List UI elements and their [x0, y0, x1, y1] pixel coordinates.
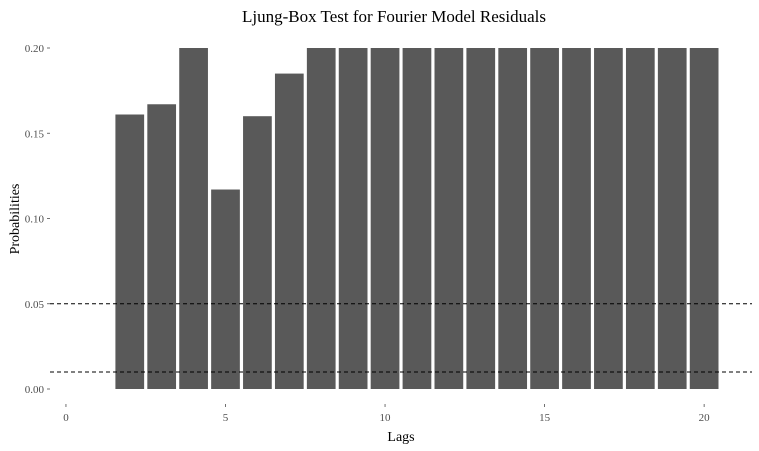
- y-axis-ticks: 0.00 0.05 0.10 0.15 0.20: [25, 43, 50, 396]
- bar-lag-19: [657, 48, 687, 389]
- bar-lag-14: [498, 48, 528, 389]
- x-tick-label: 5: [223, 412, 229, 424]
- bar-lag-7: [274, 73, 304, 389]
- x-axis-ticks: 0 5 10 15 20: [63, 404, 710, 424]
- y-axis-title: Probabilities: [8, 184, 23, 255]
- y-tick-label: 0.15: [25, 128, 45, 140]
- bar-lag-17: [594, 48, 623, 389]
- bar-lag-5: [211, 189, 240, 389]
- bar-lag-20: [689, 48, 719, 389]
- bar-lag-9: [338, 48, 368, 389]
- x-axis-title: Lags: [387, 430, 414, 445]
- x-tick-label: 10: [380, 412, 392, 424]
- bar-lag-18: [625, 48, 655, 389]
- bars-group: [115, 48, 719, 389]
- y-tick-label: 0.10: [25, 214, 45, 226]
- y-tick-label: 0.05: [25, 299, 45, 311]
- bar-lag-12: [434, 48, 464, 389]
- x-tick-label: 0: [63, 412, 69, 424]
- chart-title: Ljung-Box Test for Fourier Model Residua…: [242, 7, 546, 26]
- x-tick-label: 15: [539, 412, 551, 424]
- bar-lag-4: [179, 48, 208, 389]
- reference-lines-group: [50, 303, 752, 373]
- bar-lag-2: [115, 114, 145, 389]
- bar-lag-13: [466, 48, 496, 389]
- bar-lag-16: [562, 48, 591, 389]
- bar-lag-11: [402, 48, 432, 389]
- y-tick-label: 0.00: [25, 384, 45, 396]
- y-tick-label: 0.20: [25, 43, 45, 55]
- x-tick-label: 20: [699, 412, 711, 424]
- bar-lag-15: [530, 48, 559, 389]
- bar-lag-6: [243, 116, 272, 389]
- bar-lag-8: [306, 48, 336, 389]
- bar-lag-10: [370, 48, 400, 389]
- bar-lag-3: [147, 104, 177, 389]
